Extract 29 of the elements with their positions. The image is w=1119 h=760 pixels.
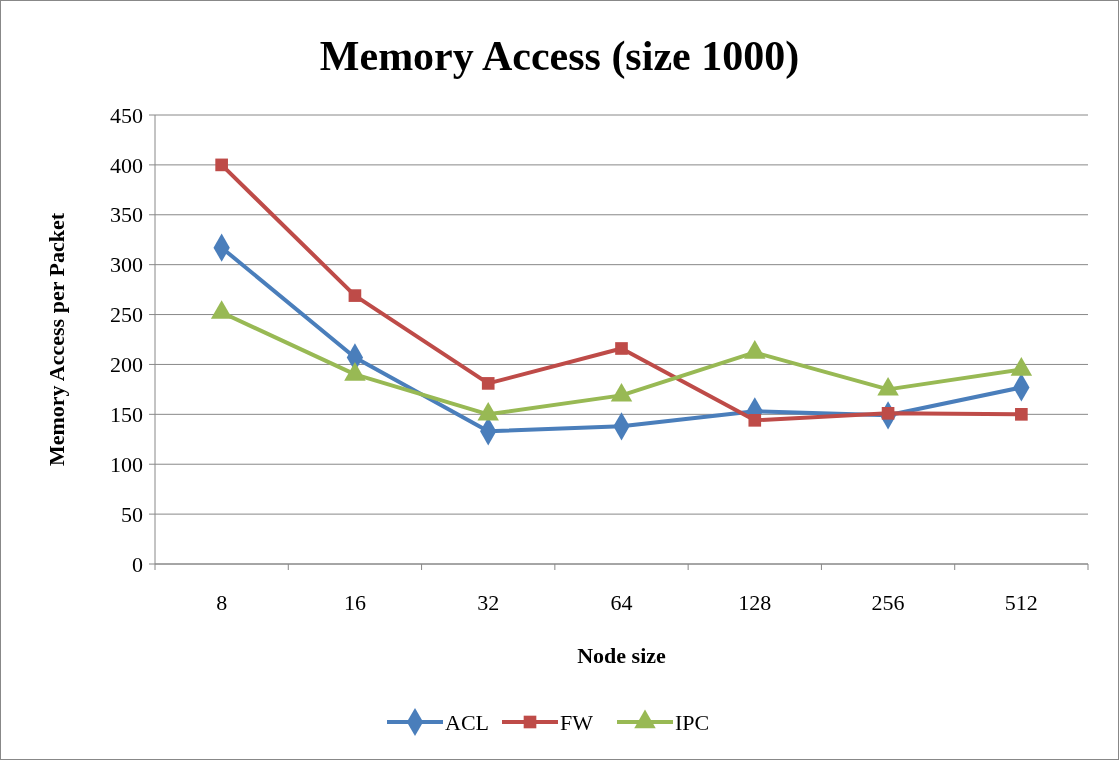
y-tick-label: 300 [110, 252, 143, 278]
x-tick-label: 32 [477, 590, 500, 615]
point [748, 414, 762, 427]
x-tick-label: 16 [343, 590, 366, 615]
y-tick-label: 150 [110, 402, 143, 428]
x-tick-label: 512 [1004, 590, 1038, 615]
x-tick-label: 128 [738, 590, 772, 615]
y-tick-label: 200 [110, 352, 143, 378]
legend-label: FW [560, 709, 594, 735]
y-tick-label: 400 [110, 152, 143, 178]
y-axis-title: Memory Access per Packet [44, 212, 69, 467]
point [615, 342, 628, 355]
y-tick-label: 50 [121, 501, 143, 527]
x-tick-label: 64 [610, 590, 633, 615]
y-tick-label: 250 [110, 302, 143, 328]
chart-title: Memory Access (size 1000) [319, 33, 800, 80]
point [215, 158, 228, 172]
y-tick-label: 450 [110, 102, 143, 128]
y-tick-label: 100 [110, 451, 143, 477]
point [348, 289, 362, 302]
x-axis-title: Node size [577, 643, 667, 668]
x-tick-label: 8 [216, 590, 228, 615]
y-tick-label: 350 [110, 202, 143, 228]
x-tick-label: 256 [871, 590, 905, 615]
point [481, 377, 495, 390]
y-tick-label: 0 [132, 551, 143, 577]
legend-label: IPC [675, 709, 710, 735]
legend-label: ACL [445, 709, 489, 735]
point [1015, 408, 1028, 421]
